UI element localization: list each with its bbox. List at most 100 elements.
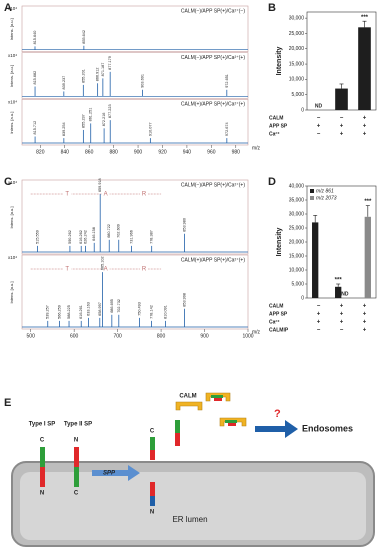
sp-segment	[40, 467, 45, 487]
terminus: N	[40, 491, 44, 497]
peak-label: 515.559	[35, 230, 39, 244]
condition-name: Ca²⁺	[269, 319, 280, 325]
y-tick-label: 25,000	[289, 225, 305, 231]
peak-label: 616.262	[79, 230, 83, 244]
x-tick-label: 500	[27, 333, 36, 339]
condition-value: −	[317, 328, 321, 334]
scale-label: x10⁴	[8, 100, 17, 105]
condition-value: +	[317, 312, 321, 318]
peak-label: 539.257	[46, 305, 50, 319]
y-axis-label: Intensity	[276, 47, 283, 76]
panel-letter: C	[4, 176, 12, 188]
condition-name: APP SP	[269, 123, 288, 129]
sp-segment	[40, 447, 45, 467]
x-tick-label: 1000	[242, 333, 253, 339]
fragment-box	[140, 190, 149, 198]
terminus: N	[150, 510, 154, 516]
x-tick-label: 960	[207, 149, 216, 155]
y-axis-label: Intens. [a.u.]	[9, 206, 14, 228]
x-tick-label: 900	[134, 149, 143, 155]
endosome-arrow	[255, 420, 298, 438]
condition-value: −	[317, 116, 321, 122]
y-tick-label: 30,000	[289, 15, 305, 21]
peak-label: 702.732	[117, 299, 121, 313]
condition-name: APP SP	[269, 311, 288, 317]
peak-label: 731.966	[130, 230, 134, 244]
condition-value: +	[340, 132, 344, 138]
peak-label: 972.674	[225, 122, 229, 136]
y-tick-label: 5,000	[291, 281, 304, 287]
peak-label: 903.691	[141, 74, 145, 88]
peak-label: 665.102	[100, 256, 104, 270]
label: Type I SP	[29, 422, 56, 428]
legend-swatch	[310, 189, 314, 193]
peak-label: 778.387	[150, 230, 154, 244]
condition-value: +	[363, 328, 367, 334]
fragment-box	[140, 265, 149, 273]
x-tick-label: 820	[36, 149, 45, 155]
x-tick-label: 880	[109, 149, 118, 155]
panel-letter: A	[4, 2, 12, 14]
y-tick-label: 10,000	[289, 267, 305, 273]
condition-value: −	[317, 304, 321, 310]
spp-arrow	[92, 465, 140, 481]
x-tick-label: 900	[200, 333, 209, 339]
y-tick-label: 0	[301, 295, 304, 301]
subplot-title: CALM(−)/APP SP(+)/Ca²⁺(−)	[181, 8, 245, 14]
peak-label: 626.242	[84, 230, 88, 244]
y-axis-label: Intens. [a.u.]	[9, 112, 14, 134]
panel-letter: E	[4, 397, 11, 409]
y-tick-label: 40,000	[289, 183, 305, 189]
peak-label: 855.642	[82, 30, 86, 44]
condition-value: +	[340, 320, 344, 326]
condition-name: CALM	[269, 303, 283, 309]
subplot-frame	[21, 179, 249, 255]
significance: ***	[364, 199, 372, 205]
peak-label: 815.640	[33, 31, 37, 45]
scale-label: x10⁴	[8, 53, 17, 58]
sp-segment	[74, 467, 79, 487]
peak-label: 866.912	[96, 68, 100, 82]
diagram: E Type I SP Type II SP C N N C C N SPP C…	[4, 392, 375, 547]
scale-label: x10⁴	[8, 255, 17, 260]
y-tick-label: 10,000	[289, 77, 305, 83]
subplot-frame	[21, 5, 249, 52]
condition-value: +	[317, 320, 321, 326]
bar	[358, 27, 371, 110]
scale-label: x10⁴	[8, 6, 17, 11]
y-axis-label: Intens. [a.u.]	[9, 281, 14, 303]
sp-segment	[150, 482, 155, 496]
label: CALM	[179, 394, 196, 400]
peak-label: 855.237	[81, 114, 85, 128]
condition-value: +	[340, 312, 344, 318]
peak-label: 702.609	[117, 224, 121, 238]
peak-label: 910.077	[148, 122, 152, 136]
er-lumen	[20, 472, 366, 540]
y-tick-label: 0	[301, 107, 304, 113]
peak-label: 588.225	[67, 305, 71, 319]
x-tick-label: 920	[158, 149, 167, 155]
sp-segment	[175, 420, 180, 433]
fragment-box	[101, 265, 110, 273]
peak-label: 877.179	[108, 56, 112, 70]
condition-value: +	[363, 320, 367, 326]
peak-label: 750.493	[138, 302, 142, 316]
significance: ***	[361, 15, 369, 21]
peak-label: 659.918	[98, 178, 102, 192]
sp-segment	[150, 450, 155, 460]
condition-value: −	[317, 132, 321, 138]
sp-segment	[211, 395, 223, 398]
sp-segment	[74, 447, 79, 467]
terminus: C	[150, 429, 155, 435]
x-tick-label: 840	[61, 149, 70, 155]
legend-label: m/z 861	[316, 188, 334, 194]
legend-swatch	[310, 196, 314, 200]
condition-value: +	[363, 304, 367, 310]
sp-segment	[150, 496, 155, 506]
label: Endosomes	[302, 423, 353, 433]
condition-value: +	[363, 312, 367, 318]
fragment-box	[101, 190, 110, 198]
sp-segment	[214, 398, 222, 401]
peak-label: 810.091	[163, 305, 167, 319]
